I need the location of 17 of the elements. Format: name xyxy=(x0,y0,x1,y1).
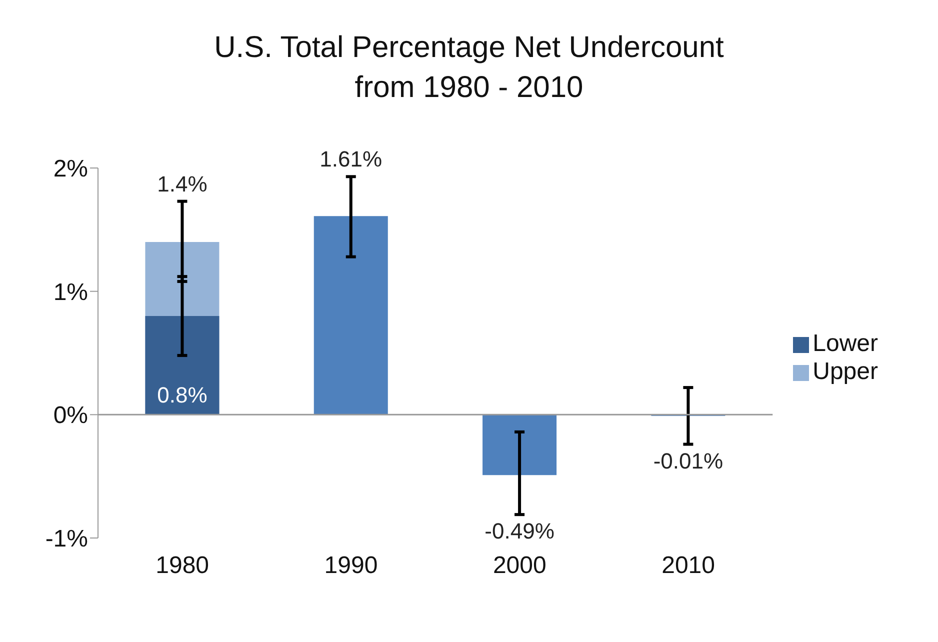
x-tick-label: 1990 xyxy=(324,552,378,580)
data-label: -0.49% xyxy=(484,518,554,544)
x-tick-label: 2010 xyxy=(662,552,715,580)
y-tick-label: 1% xyxy=(53,278,88,306)
data-label: 1.4% xyxy=(157,171,208,196)
chart-subtitle: from 1980 - 2010 xyxy=(354,70,584,106)
y-tick-label: 2% xyxy=(53,156,88,183)
data-label: 1.61% xyxy=(320,146,382,172)
chart-title: U.S. Total Percentage Net Undercount xyxy=(213,30,725,66)
legend-label: Lower xyxy=(812,330,878,357)
x-tick-label: 2000 xyxy=(492,552,546,580)
x-tick-label: 1980 xyxy=(156,552,210,580)
legend-label: Upper xyxy=(812,358,878,385)
data-label: -0.01% xyxy=(653,448,724,474)
y-tick-label: 0% xyxy=(53,402,88,430)
data-label: 0.8% xyxy=(157,382,208,408)
y-tick-label: -1% xyxy=(45,526,88,553)
